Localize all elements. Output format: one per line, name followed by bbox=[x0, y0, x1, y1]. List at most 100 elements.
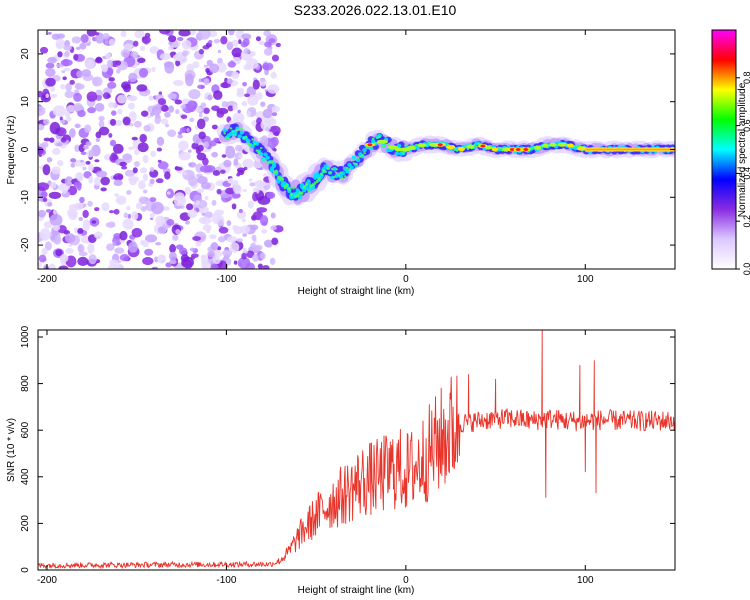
noise-blob bbox=[115, 68, 121, 74]
noise-blob bbox=[64, 233, 76, 244]
noise-blob bbox=[51, 234, 56, 241]
noise-blob bbox=[164, 123, 169, 128]
noise-blob bbox=[85, 160, 91, 165]
noise-blob bbox=[94, 207, 100, 212]
noise-blob bbox=[172, 234, 179, 241]
noise-blob bbox=[166, 219, 175, 226]
noise-blob bbox=[154, 115, 162, 125]
noise-blob bbox=[38, 254, 47, 263]
noise-blob bbox=[46, 157, 53, 163]
colorbar-label: Normalized spectral amplitude bbox=[737, 82, 748, 217]
noise-blob bbox=[270, 72, 277, 79]
noise-blob bbox=[164, 61, 175, 74]
ridge-cell bbox=[363, 151, 366, 155]
noise-blob bbox=[213, 137, 220, 143]
noise-blob bbox=[108, 77, 115, 82]
noise-blob bbox=[128, 102, 135, 110]
noise-blob bbox=[253, 160, 263, 169]
noise-blob bbox=[208, 40, 213, 44]
ridge-cell bbox=[320, 172, 323, 177]
ridge-cell bbox=[257, 151, 261, 154]
noise-blob bbox=[113, 179, 123, 187]
ridge-cell bbox=[270, 160, 274, 164]
noise-blob bbox=[122, 83, 132, 93]
noise-blob bbox=[138, 180, 146, 190]
noise-blob bbox=[135, 202, 143, 210]
noise-blob bbox=[131, 136, 138, 141]
noise-blob bbox=[197, 30, 211, 40]
ridge-cell bbox=[339, 171, 343, 174]
noise-blob bbox=[157, 159, 162, 163]
noise-blob bbox=[217, 49, 221, 54]
noise-blob bbox=[87, 243, 95, 254]
noise-blob bbox=[98, 120, 105, 129]
ridge-cell bbox=[425, 144, 429, 147]
noise-blob bbox=[180, 104, 186, 109]
noise-blob bbox=[41, 247, 48, 256]
noise-blob bbox=[222, 249, 233, 257]
noise-blob bbox=[178, 30, 191, 37]
noise-blob bbox=[51, 166, 61, 175]
noise-blob bbox=[155, 242, 162, 246]
noise-blob bbox=[42, 197, 48, 202]
noise-blob bbox=[106, 59, 113, 69]
noise-blob bbox=[112, 241, 117, 247]
noise-blob bbox=[68, 204, 79, 211]
noise-blob bbox=[122, 218, 134, 230]
noise-blob bbox=[172, 79, 184, 87]
noise-blob bbox=[95, 32, 100, 36]
ridge-cell bbox=[304, 183, 309, 191]
noise-blob bbox=[188, 161, 197, 168]
noise-blob bbox=[258, 40, 266, 46]
ridge-cell bbox=[415, 143, 418, 146]
noise-blob bbox=[86, 91, 98, 102]
noise-blob bbox=[98, 126, 110, 136]
ridge-cell bbox=[264, 160, 267, 163]
noise-blob bbox=[64, 90, 74, 99]
noise-blob bbox=[180, 114, 188, 119]
noise-blob bbox=[151, 66, 156, 73]
ridge-cell bbox=[394, 151, 400, 156]
noise-blob bbox=[185, 73, 194, 87]
noise-blob bbox=[216, 110, 225, 118]
ridge-cell bbox=[531, 147, 534, 150]
spectrogram-x-axis-label: Height of straight line (km) bbox=[298, 286, 415, 297]
noise-blob bbox=[81, 69, 92, 77]
noise-blob bbox=[239, 225, 251, 234]
ridge-cell bbox=[337, 174, 340, 177]
noise-blob bbox=[84, 59, 95, 70]
noise-blob bbox=[213, 38, 221, 44]
noise-blob bbox=[121, 165, 128, 170]
ridge-cell bbox=[331, 167, 334, 171]
ridge-cell bbox=[328, 171, 332, 175]
noise-blob bbox=[216, 62, 227, 73]
noise-blob bbox=[196, 152, 207, 161]
ridge-cell bbox=[290, 192, 293, 197]
noise-blob bbox=[65, 116, 72, 122]
noise-blob bbox=[142, 240, 149, 248]
noise-blob bbox=[110, 110, 117, 116]
spectrogram-y-tick-label: 20 bbox=[20, 48, 31, 60]
noise-blob bbox=[192, 61, 200, 69]
noise-blob bbox=[40, 191, 48, 198]
spectrogram-y-tick-label: 10 bbox=[20, 96, 31, 108]
ridge-cell bbox=[271, 161, 277, 169]
noise-blob bbox=[102, 32, 110, 40]
noise-blob bbox=[226, 220, 232, 227]
noise-blob bbox=[112, 176, 118, 180]
noise-blob bbox=[123, 212, 129, 219]
noise-blob bbox=[63, 44, 72, 51]
noise-blob bbox=[142, 154, 149, 164]
noise-blob bbox=[259, 215, 269, 226]
noise-blob bbox=[47, 32, 52, 35]
noise-blob bbox=[73, 181, 82, 188]
noise-blob bbox=[210, 263, 219, 269]
noise-blob bbox=[249, 182, 256, 187]
noise-blob bbox=[38, 209, 47, 218]
noise-blob bbox=[168, 105, 175, 113]
noise-blob bbox=[262, 62, 270, 71]
noise-blob bbox=[160, 118, 169, 125]
noise-blob bbox=[122, 116, 131, 126]
